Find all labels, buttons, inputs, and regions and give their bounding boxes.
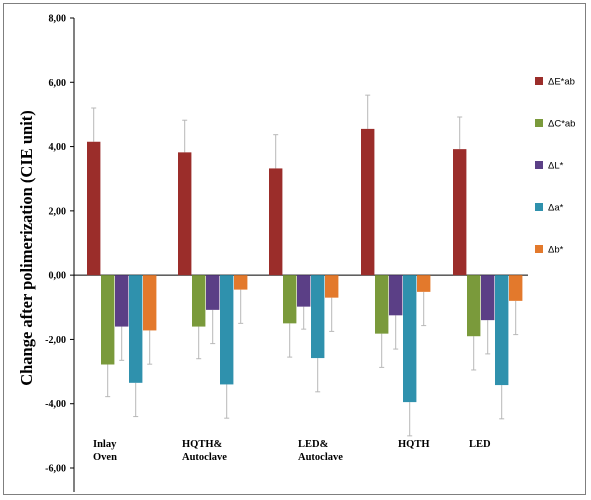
legend-label: Δb* [548, 245, 564, 256]
category-label: HQTH [398, 439, 430, 450]
bar [361, 128, 375, 276]
bar [269, 168, 283, 276]
bar [178, 152, 192, 276]
legend-label: ΔL* [548, 161, 564, 172]
bar [495, 275, 509, 386]
bar [417, 275, 431, 292]
bar [389, 275, 403, 316]
legend: ΔE*ab ΔC*ab ΔL* Δa* Δb* [535, 77, 575, 256]
bar [129, 275, 143, 383]
bar [467, 275, 481, 337]
category-label: Inlay Oven [93, 439, 117, 463]
bar [375, 275, 389, 334]
bar [311, 275, 325, 359]
legend-swatch [535, 245, 543, 253]
bar [283, 275, 297, 324]
category-label: HQTH& Autoclave [182, 439, 227, 463]
bars [87, 128, 523, 403]
bar [453, 149, 467, 276]
y-tick-label: 2,00 [49, 206, 67, 217]
bar [143, 275, 157, 331]
y-tick-label: 4,00 [49, 142, 67, 153]
legend-swatch [535, 119, 543, 127]
y-tick-label: 0,00 [49, 271, 67, 282]
y-tick-label: -6,00 [45, 464, 66, 475]
legend-label: Δa* [548, 203, 564, 214]
bar [297, 275, 311, 307]
bar [87, 141, 101, 276]
y-tick-label: -4,00 [45, 399, 66, 410]
y-tick-label: 8,00 [49, 14, 67, 25]
bar [325, 275, 339, 298]
bar [101, 275, 115, 365]
error-bars [91, 94, 519, 437]
legend-swatch [535, 77, 543, 85]
bar [192, 275, 206, 327]
legend-label: ΔE*ab [548, 77, 575, 88]
bar [220, 275, 234, 385]
y-tick-label: 6,00 [49, 78, 67, 89]
bar [403, 275, 417, 403]
y-axis-title: Change after polimerization (CIE unit) [17, 110, 36, 386]
bar [115, 275, 129, 327]
bar [481, 275, 495, 321]
category-labels: Inlay Oven HQTH& Autoclave LED& Autoclave HQTH… [93, 439, 491, 463]
legend-label: ΔC*ab [548, 119, 575, 130]
y-tick-label: -2,00 [45, 335, 66, 346]
bar [509, 275, 523, 301]
category-label: LED [469, 439, 491, 450]
category-label: LED& Autoclave [298, 439, 343, 463]
legend-swatch [535, 203, 543, 211]
bar [206, 275, 220, 310]
legend-swatch [535, 161, 543, 169]
bar [234, 275, 248, 290]
